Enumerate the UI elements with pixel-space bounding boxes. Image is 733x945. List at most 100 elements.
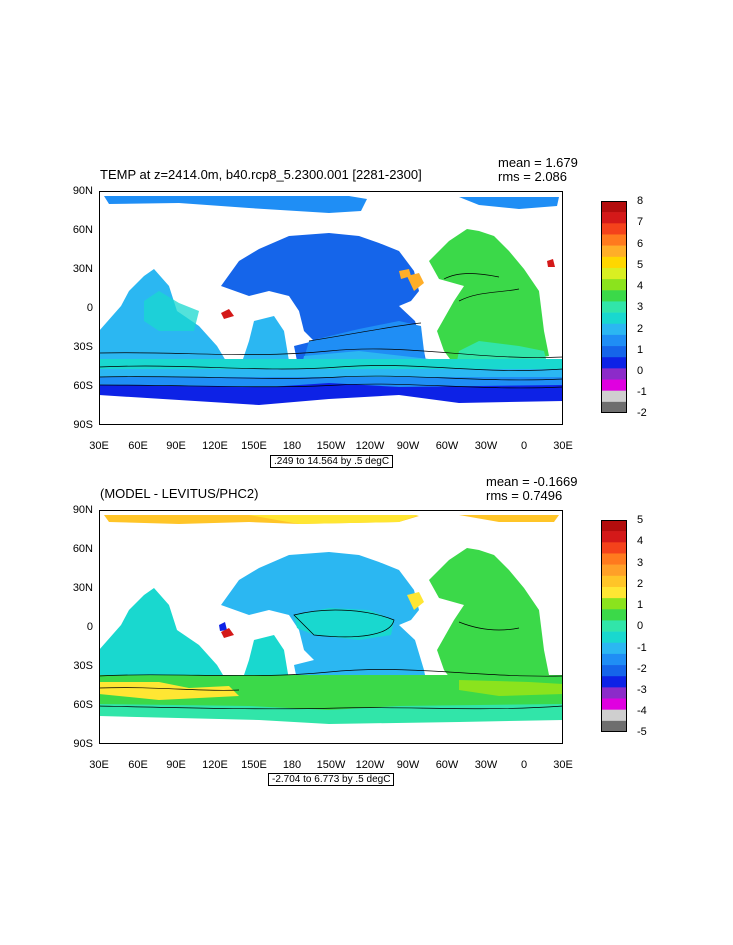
map2-lon-label: 90W	[396, 759, 420, 771]
map1-colorbar-swatch	[601, 245, 627, 258]
map2-colorbar-swatch	[601, 665, 627, 677]
map2-rms: rms = 0.7496	[486, 488, 563, 503]
map1-colorbar-swatch	[601, 223, 627, 235]
map1-lat-label: 30S	[73, 341, 93, 353]
map1-lat-label: 30N	[72, 263, 93, 275]
map1-colorbar-swatch	[601, 334, 627, 347]
map1-lon-label: 90E	[166, 440, 186, 452]
map1-colorbar-label: 3	[637, 301, 644, 313]
map1-colorbar-swatch	[601, 234, 627, 246]
map1-rms: rms = 2.086	[498, 169, 568, 184]
map1-colorbar-label: 0	[637, 365, 644, 377]
map1-colorbar-label: 7	[637, 216, 644, 228]
map1-colorbar-swatch	[601, 267, 627, 280]
map2-colorbar-swatch	[601, 598, 627, 610]
map1-lon-label: 0	[520, 440, 528, 452]
map1-colorbar-swatch	[601, 312, 627, 325]
map1-lon-label: 120E	[202, 440, 228, 452]
map2-colorbar-frame	[601, 520, 627, 732]
map1-lon-label: 150E	[241, 440, 267, 452]
map2-colorbar-label: -5	[637, 726, 647, 738]
map2-lon-label: 120W	[355, 759, 385, 771]
map1-lat-label: 90N	[72, 185, 93, 197]
map2-colorbar-label: 2	[637, 578, 644, 590]
map1-colorbar-swatch	[601, 212, 627, 224]
map2-colorbar-swatch	[601, 564, 627, 577]
map1-lon-label: 180	[282, 440, 302, 452]
map2-lat-label: 60S	[73, 699, 93, 711]
map1-colorbar-label: 5	[637, 259, 644, 271]
map2-colorbar-swatch	[601, 520, 627, 532]
map2-colorbar-label: -2	[637, 663, 647, 675]
map2-colorbar-swatch	[601, 609, 627, 621]
map1-lon-label: 150W	[316, 440, 346, 452]
map1-colorbar-label: 2	[637, 323, 644, 335]
map1-colorbar-label: -1	[637, 386, 647, 398]
map2-lon-label: 120E	[202, 759, 228, 771]
map2-lon-label: 30E	[553, 759, 573, 771]
map1-colorbar-swatch	[601, 379, 627, 391]
map1-colorbar-label: 1	[637, 344, 644, 356]
map2-lat-label: 30S	[73, 660, 93, 672]
map1-lon-label: 30W	[474, 440, 498, 452]
map2-colorbar-label: 0	[637, 620, 644, 632]
map2-lat-label: 90N	[72, 504, 93, 516]
map2-mean: mean = -0.1669	[486, 474, 578, 489]
map1-lon-label: 60E	[128, 440, 148, 452]
map1-colorbar-label: 6	[637, 238, 644, 250]
map1-colorbar-swatch	[601, 301, 627, 313]
map1-plot-area	[99, 191, 563, 425]
map1-lat-label: 60S	[73, 380, 93, 392]
map1-colorbar-swatch	[601, 290, 627, 302]
map2-colorbar-label: 5	[637, 514, 644, 526]
map2-title: (MODEL - LEVITUS/PHC2)	[100, 486, 259, 501]
map1-lat-label: 0	[86, 302, 93, 314]
map1-lon-label: 120W	[355, 440, 385, 452]
map2-colorbar	[601, 520, 627, 732]
map2-colorbar-swatch	[601, 687, 627, 699]
map1-lon-label: 90W	[396, 440, 420, 452]
map2-lat-label: 0	[86, 621, 93, 633]
map1-mean: mean = 1.679	[498, 155, 578, 170]
map1-colorbar-swatch	[601, 256, 627, 269]
map2-colorbar-swatch	[601, 531, 627, 543]
map1-contour-range: .249 to 14.564 by .5 degC	[270, 455, 394, 468]
map2-plot-area	[99, 510, 563, 744]
map1-lat-label: 90S	[73, 419, 93, 431]
map2-colorbar-label: -4	[637, 705, 647, 717]
map1-colorbar	[601, 201, 627, 413]
map1-colorbar-swatch	[601, 390, 627, 403]
map2-colorbar-swatch	[601, 620, 627, 632]
map1-colorbar-swatch	[601, 346, 627, 358]
map1-colorbar-swatch	[601, 401, 627, 413]
map2-colorbar-swatch	[601, 575, 627, 588]
map1-lat-label: 60N	[72, 224, 93, 236]
map2-colorbar-label: -1	[637, 642, 647, 654]
map2-lat-label: 60N	[72, 543, 93, 555]
map2-colorbar-label: 4	[637, 535, 644, 547]
map1-colorbar-swatch	[601, 201, 627, 213]
map1-lon-label: 30E	[89, 440, 109, 452]
map1-colorbar-label: -2	[637, 407, 647, 419]
map2-colorbar-swatch	[601, 553, 627, 565]
map2-colorbar-label: -3	[637, 684, 647, 696]
map2-colorbar-swatch	[601, 709, 627, 722]
map2-colorbar-swatch	[601, 586, 627, 599]
map2-colorbar-swatch	[601, 642, 627, 655]
map2-colorbar-swatch	[601, 676, 627, 688]
map2-colorbar-swatch	[601, 631, 627, 644]
map1-colorbar-frame	[601, 201, 627, 413]
map2-colorbar-label: 1	[637, 599, 644, 611]
map2-colorbar-swatch	[601, 698, 627, 710]
map2-lon-label: 30E	[89, 759, 109, 771]
map2-lon-label: 180	[282, 759, 302, 771]
map1-colorbar-swatch	[601, 323, 627, 336]
map1-colorbar-label: 4	[637, 280, 644, 292]
map1-colorbar-swatch	[601, 279, 627, 291]
map2-lon-label: 150W	[316, 759, 346, 771]
map2-contour-range: -2.704 to 6.773 by .5 degC	[268, 773, 395, 786]
map2-colorbar-swatch	[601, 720, 627, 732]
map1-colorbar-label: 8	[637, 195, 644, 207]
map2-lat-label: 30N	[72, 582, 93, 594]
map2-colorbar-swatch	[601, 653, 627, 666]
